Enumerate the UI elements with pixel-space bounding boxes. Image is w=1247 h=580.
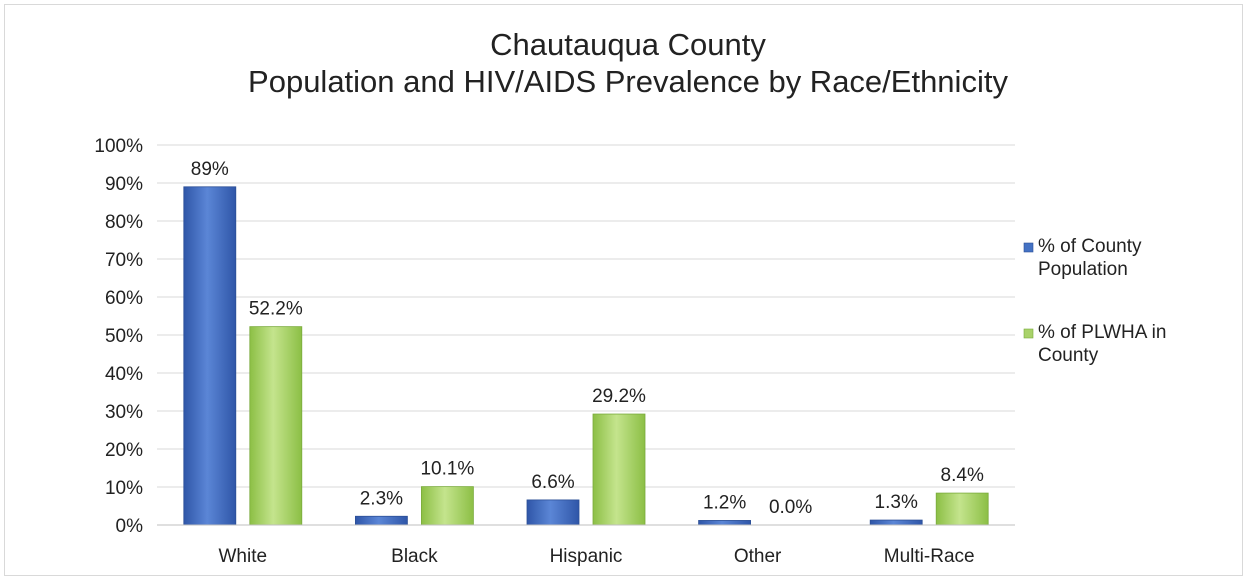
chart-title-line-1: Chautauqua County bbox=[490, 27, 766, 62]
bar-plwha-white bbox=[249, 326, 303, 526]
data-label: 89% bbox=[191, 159, 229, 180]
x-category-label: Black bbox=[391, 546, 438, 567]
y-tick-label: 30% bbox=[105, 402, 143, 423]
legend-swatch bbox=[1023, 328, 1034, 339]
data-label: 0.0% bbox=[769, 497, 812, 518]
legend-label: % of PLWHA in bbox=[1038, 322, 1166, 343]
y-tick-label: 0% bbox=[116, 516, 144, 537]
data-label: 29.2% bbox=[592, 386, 646, 407]
data-label: 8.4% bbox=[941, 465, 984, 486]
x-category-label: White bbox=[219, 546, 268, 567]
y-axis: 0% 10% 20% 30% 40% 50% 60% 70% 80% 90% 100% bbox=[94, 136, 143, 537]
y-tick-label: 60% bbox=[105, 288, 143, 309]
legend-label: County bbox=[1038, 345, 1099, 366]
legend-label: % of County bbox=[1038, 236, 1142, 257]
bar-county-population-white bbox=[183, 186, 237, 526]
data-label: 1.3% bbox=[875, 492, 918, 513]
x-category-label: Multi-Race bbox=[884, 546, 975, 567]
y-tick-label: 90% bbox=[105, 174, 143, 195]
data-label: 2.3% bbox=[360, 488, 403, 509]
y-tick-label: 100% bbox=[94, 136, 143, 157]
bar-county-population-hispanic bbox=[526, 499, 580, 526]
bar-plwha-hispanic bbox=[592, 413, 646, 526]
legend-swatch bbox=[1023, 242, 1034, 253]
chart-title-line-2: Population and HIV/AIDS Prevalence by Ra… bbox=[248, 64, 1008, 99]
data-label: 6.6% bbox=[531, 472, 574, 493]
data-label: 10.1% bbox=[420, 459, 474, 480]
y-tick-label: 80% bbox=[105, 212, 143, 233]
y-tick-label: 20% bbox=[105, 440, 143, 461]
y-tick-label: 40% bbox=[105, 364, 143, 385]
bar-county-population-multi-race bbox=[869, 519, 923, 526]
x-axis: White Black Hispanic Other Multi-Race bbox=[157, 524, 1015, 567]
x-category-label: Hispanic bbox=[550, 546, 623, 567]
y-tick-label: 10% bbox=[105, 478, 143, 499]
bar-plwha-multi-race bbox=[935, 492, 989, 526]
legend-label: Population bbox=[1038, 259, 1128, 280]
x-category-label: Other bbox=[734, 546, 782, 567]
chart-frame: Chautauqua County Population and HIV/AIDS… bbox=[4, 4, 1243, 576]
bar-county-population-black bbox=[354, 515, 408, 526]
bars: 89% 52.2% 2.3% 10.1% 6.6% 29.2% 1.2% 0.0% 1.3% 8.… bbox=[183, 159, 989, 526]
y-tick-label: 70% bbox=[105, 250, 143, 271]
bar-county-population-other bbox=[698, 520, 751, 526]
data-label: 1.2% bbox=[703, 492, 746, 513]
bar-plwha-black bbox=[420, 486, 474, 526]
y-tick-label: 50% bbox=[105, 326, 143, 347]
data-label: 52.2% bbox=[249, 299, 303, 320]
